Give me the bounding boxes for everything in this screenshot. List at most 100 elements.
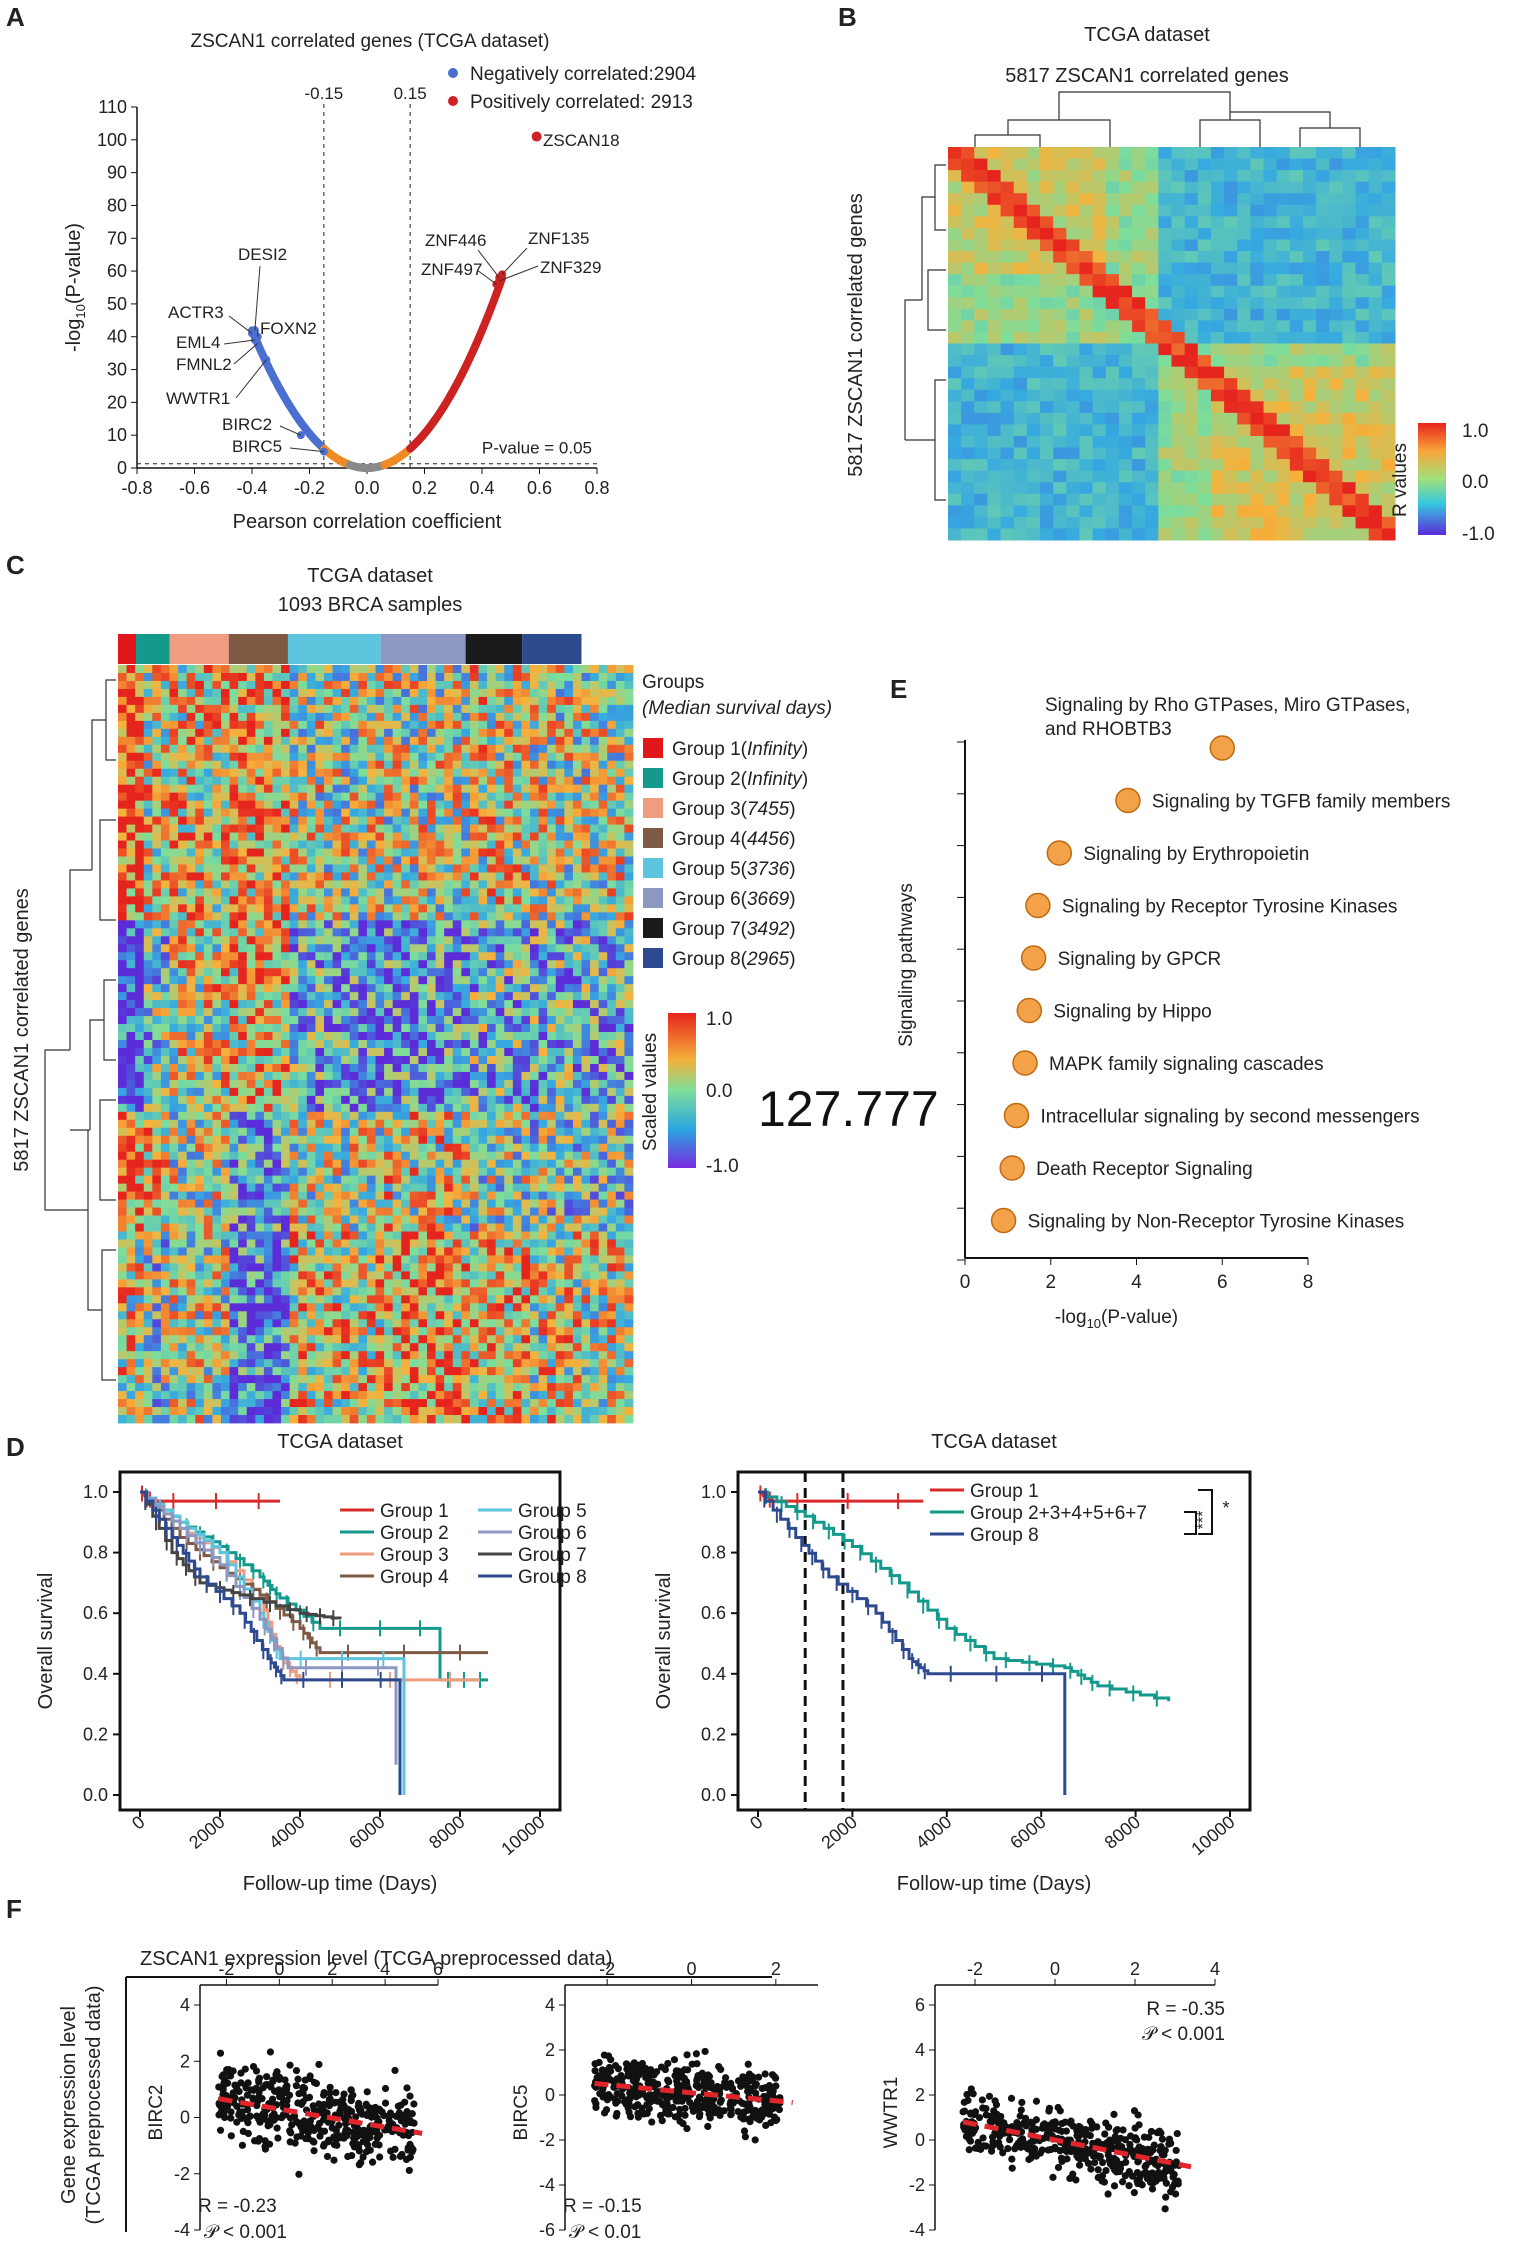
heatmap-c-cell <box>358 720 368 730</box>
heatmap-b-cell <box>1040 170 1054 183</box>
heatmap-c-cell <box>203 680 213 690</box>
heatmap-b-cell <box>1381 251 1396 264</box>
volcano-title: ZSCAN1 correlated genes (TCGA dataset) <box>190 31 549 52</box>
heatmap-c-cell <box>324 1040 333 1049</box>
heatmap-c-cell <box>152 800 162 810</box>
heatmap-c-cell <box>366 752 376 762</box>
heatmap-b-cell <box>1197 389 1212 402</box>
heatmap-b-cell <box>1263 262 1278 275</box>
heatmap-c-cell <box>229 840 239 849</box>
heatmap-c-cell <box>332 1087 342 1097</box>
heatmap-c-cell <box>401 712 411 722</box>
heatmap-c-cell <box>126 824 136 833</box>
heatmap-c-cell <box>530 704 539 714</box>
heatmap-c-cell <box>135 800 145 810</box>
heatmap-b-cell <box>1105 343 1120 356</box>
heatmap-c-cell <box>435 1079 445 1089</box>
heatmap-c-cell <box>495 992 505 1001</box>
heatmap-c-cell <box>530 832 539 841</box>
heatmap-c-cell <box>289 1095 299 1105</box>
heatmap-c-cell <box>238 1008 248 1017</box>
heatmap-c-cell <box>324 768 333 778</box>
heatmap-c-cell <box>598 800 608 810</box>
heatmap-b-cell <box>1302 389 1317 402</box>
heatmap-c-cell <box>324 912 333 921</box>
heatmap-c-cell <box>607 696 617 706</box>
heatmap-c-cell <box>203 968 213 977</box>
heatmap-c-cell <box>341 712 351 722</box>
heatmap-c-cell <box>427 696 436 706</box>
heatmap-c-cell <box>384 1071 394 1081</box>
heatmap-c-cell <box>598 912 608 921</box>
heatmap-c-cell <box>229 712 239 722</box>
heatmap-b-cell <box>1053 285 1067 298</box>
heatmap-c-cell <box>203 672 213 682</box>
heatmap-b-cell <box>1066 170 1080 183</box>
heatmap-b-cell <box>1355 297 1370 310</box>
heatmap-c-cell <box>263 768 273 778</box>
heatmap-b-cell <box>1026 285 1041 298</box>
colorbar-b-tick-mid: 0.0 <box>1462 472 1488 493</box>
heatmap-b-cell <box>1263 274 1278 287</box>
heatmap-c-cell <box>289 1008 299 1017</box>
heatmap-c-cell <box>469 840 479 849</box>
heatmap-c-cell <box>435 672 445 682</box>
heatmap-c-cell <box>229 912 239 921</box>
heatmap-c-cell <box>384 1055 394 1065</box>
heatmap-b-cell <box>1237 274 1251 287</box>
heatmap-c-cell <box>143 1063 153 1073</box>
heatmap-c-cell <box>143 696 153 706</box>
heatmap-c-cell <box>555 840 565 849</box>
heatmap-c-cell <box>238 1079 248 1089</box>
heatmap-c-cell <box>135 920 145 929</box>
heatmap-c-cell <box>306 736 316 746</box>
heatmap-c-cell <box>418 872 428 881</box>
heatmap-c-cell <box>195 968 205 977</box>
heatmap-c-cell <box>427 920 436 929</box>
heatmap-c-cell <box>143 776 153 786</box>
heatmap-c-cell <box>324 1063 333 1073</box>
heatmap-b-cell <box>987 355 1002 368</box>
heatmap-c-cell <box>624 720 634 730</box>
heatmap-c-cell <box>581 984 591 993</box>
heatmap-b-cell <box>1066 193 1080 206</box>
heatmap-c-cell <box>246 840 256 849</box>
heatmap-c-cell <box>315 984 325 993</box>
heatmap-b-cell <box>974 239 988 252</box>
heatmap-c-cell <box>478 1047 488 1057</box>
heatmap-b-cell <box>1224 355 1238 368</box>
heatmap-b-cell <box>1342 389 1357 402</box>
heatmap-c-cell <box>366 720 376 730</box>
heatmap-c-cell <box>135 665 145 674</box>
heatmap-c-cell <box>349 920 359 929</box>
heatmap-b-cell <box>1079 366 1094 379</box>
heatmap-c-cell <box>349 784 359 794</box>
heatmap-b-cell <box>987 204 1002 217</box>
heatmap-c-cell <box>169 736 179 746</box>
heatmap-c-cell <box>160 1008 170 1017</box>
heatmap-c-cell <box>221 856 230 865</box>
heatmap-b-cell <box>1040 297 1054 310</box>
heatmap-c-cell <box>607 832 617 841</box>
heatmap-c-cell <box>160 760 170 770</box>
heatmap-c-cell <box>246 816 256 825</box>
heatmap-c-cell <box>581 912 591 921</box>
heatmap-c-cell <box>358 848 368 857</box>
heatmap-c-cell <box>581 920 591 929</box>
heatmap-c-cell <box>298 824 308 833</box>
heatmap-c-cell <box>178 1095 188 1105</box>
heatmap-c-cell <box>375 816 385 825</box>
heatmap-c-cell <box>512 720 522 730</box>
heatmap-b-cell <box>1276 378 1291 391</box>
heatmap-b-cell <box>1237 320 1251 333</box>
heatmap-c-cell <box>160 688 170 698</box>
heatmap-c-cell <box>178 1024 188 1033</box>
heatmap-c-cell <box>598 792 608 802</box>
heatmap-c-cell <box>564 784 574 794</box>
heatmap-c-cell <box>315 1071 325 1081</box>
heatmap-c-cell <box>547 856 557 865</box>
heatmap-b-cell <box>1289 389 1304 402</box>
heatmap-c-cell <box>332 808 342 817</box>
heatmap-c-cell <box>478 848 488 857</box>
heatmap-c-cell <box>246 1008 256 1017</box>
